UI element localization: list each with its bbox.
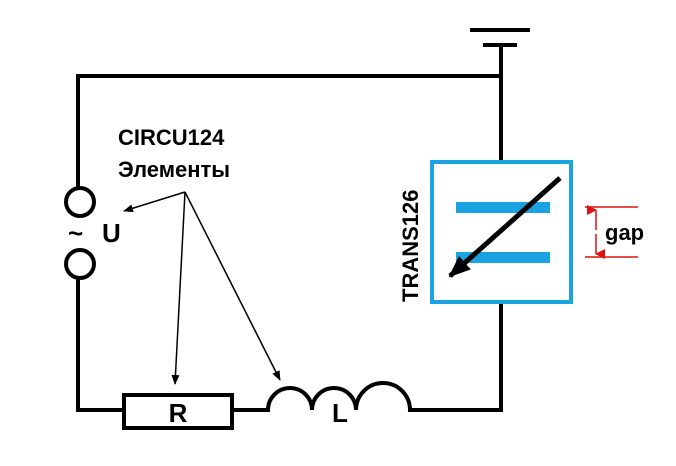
source-symbol-label: ~ [68,218,83,248]
ground-symbol [470,28,530,76]
capacitor-plate-bottom [456,252,550,263]
resistor: R [122,393,234,430]
annotation-arrow-resistor [171,191,186,385]
source-terminal-top [64,186,96,218]
resistor-label: R [169,398,188,428]
annotation-arrow-inductor [184,191,281,381]
ac-source: ~ U [64,186,121,280]
source-label: U [102,218,121,248]
annotation: CIRCU124 Элементы [118,125,281,385]
gap-marker [585,205,638,259]
gap-label: gap [605,220,644,245]
annotation-line2: Элементы [118,157,230,182]
inductor: L [266,381,412,428]
transducer: TRANS126 [398,160,573,304]
variable-arrow [448,176,562,278]
circuit-wires [76,74,503,412]
inductor-label: L [332,398,348,428]
source-terminal-bottom [64,248,96,280]
annotation-arrow-source [123,191,186,213]
capacitor-plate-top [456,202,550,213]
annotation-line1: CIRCU124 [118,125,225,150]
transducer-label: TRANS126 [398,190,423,302]
